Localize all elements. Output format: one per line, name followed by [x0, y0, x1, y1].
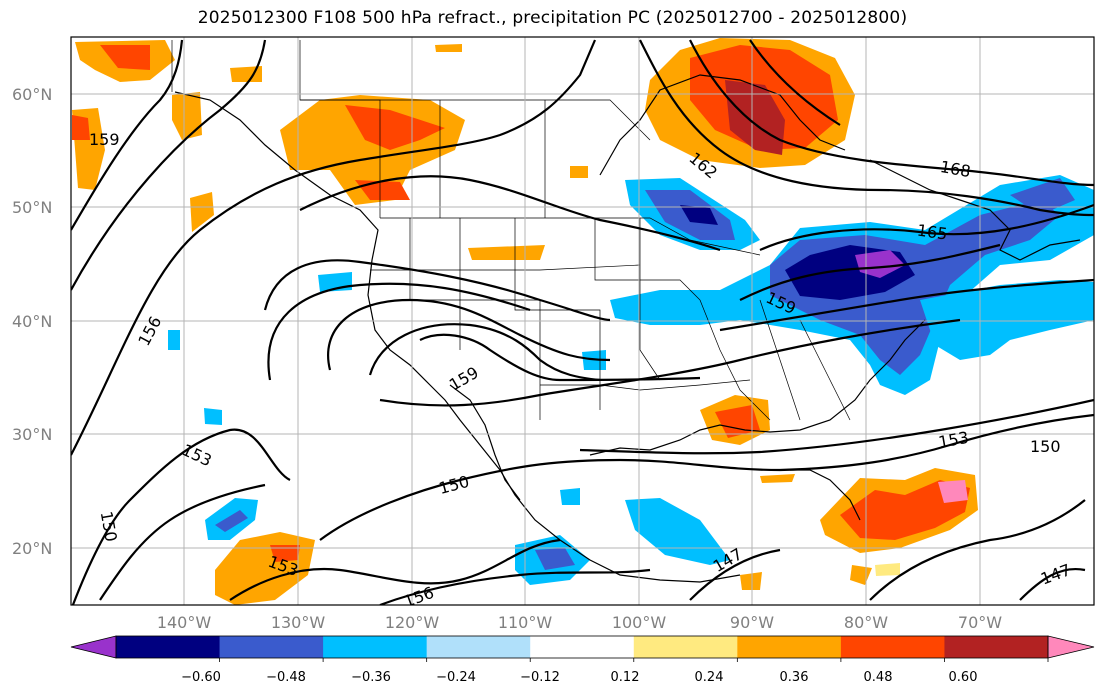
lon-label: 80°W: [844, 613, 888, 632]
lat-label: 20°N: [12, 539, 52, 558]
colorbar-segment: [219, 636, 324, 658]
lon-label: 120°W: [385, 613, 440, 632]
colorbar-tick-label: 0.24: [695, 670, 724, 685]
colorbar-segment: [633, 636, 738, 658]
colorbar-segment: [323, 636, 428, 658]
colorbar-tick-label: 0.48: [864, 670, 893, 685]
colorbar-segment: [116, 636, 221, 658]
colorbar-tick-label: −0.24: [436, 670, 476, 685]
latitude-labels: 60°N 50°N 40°N 30°N 20°N: [12, 85, 52, 558]
contour-label: 159: [89, 130, 120, 149]
map-title: 2025012300 F108 500 hPa refract., precip…: [197, 8, 908, 28]
lon-label: 110°W: [498, 613, 553, 632]
colorbar-tick-labels: −0.60 −0.48 −0.36 −0.24 −0.12 0.12 0.24 …: [181, 670, 977, 685]
colorbar-tick-label: 0.36: [780, 670, 809, 685]
refractivity-contours: [71, 39, 1094, 605]
contour-label: 165: [916, 221, 949, 244]
lat-label: 50°N: [12, 198, 52, 217]
colorbar-segment: [737, 636, 842, 658]
colorbar-segment: [530, 636, 635, 658]
colorbar-tick-label: 0.12: [611, 670, 640, 685]
contour-label: 150: [1030, 437, 1061, 456]
colorbar-outline: [115, 635, 1049, 659]
lat-label: 30°N: [12, 425, 52, 444]
colorbar-tick-label: −0.60: [181, 670, 221, 685]
lon-label: 90°W: [730, 613, 774, 632]
lat-label: 60°N: [12, 85, 52, 104]
lon-label: 100°W: [612, 613, 667, 632]
lon-label: 70°W: [958, 613, 1002, 632]
colorbar-tick-label: −0.12: [520, 670, 560, 685]
colorbar-tick-label: −0.48: [266, 670, 306, 685]
colorbar-segment: [70, 635, 117, 659]
lat-lon-grid: [71, 37, 1094, 605]
colorbar: [70, 635, 1095, 662]
colorbar-segment: [840, 636, 945, 658]
lat-label: 40°N: [12, 312, 52, 331]
colorbar-segment: [1047, 635, 1095, 659]
colorbar-tick-label: −0.36: [351, 670, 391, 685]
colorbar-segment: [426, 636, 531, 658]
lon-label: 130°W: [271, 613, 326, 632]
map-frame: [70, 36, 1095, 606]
lon-label: 140°W: [157, 613, 212, 632]
precip-positive-areas: [72, 38, 978, 605]
colorbar-tick-label: 0.60: [949, 670, 978, 685]
longitude-labels: 140°W 130°W 120°W 110°W 100°W 90°W 80°W …: [157, 613, 1002, 632]
colorbar-segment: [944, 636, 1049, 658]
